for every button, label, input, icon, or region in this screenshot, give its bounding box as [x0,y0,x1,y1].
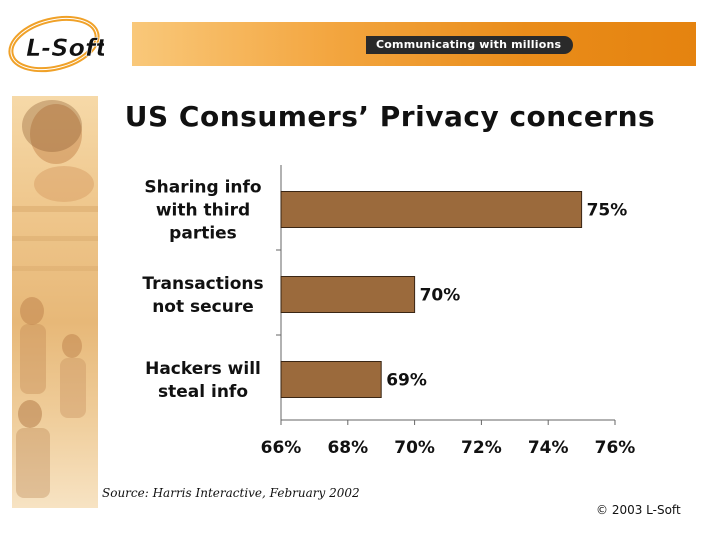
category-label: steal info [158,382,248,402]
x-tick-label: 72% [461,438,502,458]
x-tick-label: 68% [327,438,368,458]
source-citation: Source: Harris Interactive, February 200… [102,486,360,500]
bar-data-label: 70% [420,286,461,306]
x-tick-label: 70% [394,438,435,458]
logo-text: L-Soft [26,34,104,62]
bar-data-label: 69% [386,371,427,391]
header-tagline: Communicating with millions [366,36,574,54]
x-tick-label: 66% [261,438,302,458]
category-label: not secure [152,297,254,317]
category-label: parties [169,224,237,244]
x-tick-label: 76% [595,438,636,458]
slide-title: US Consumers’ Privacy concerns [124,100,656,133]
category-label: Sharing info [144,178,261,198]
category-label: Transactions [142,274,263,294]
decorative-photo-strip [12,96,98,508]
copyright-notice: © 2003 L-Soft [596,503,681,517]
bar [280,276,416,313]
category-label: with third [156,201,250,221]
bar [280,361,382,398]
x-tick-label: 74% [528,438,569,458]
bar-data-label: 75% [587,201,628,221]
bar [280,191,583,228]
category-label: Hackers will [145,359,261,379]
lsoft-logo: L-Soft [8,15,104,73]
